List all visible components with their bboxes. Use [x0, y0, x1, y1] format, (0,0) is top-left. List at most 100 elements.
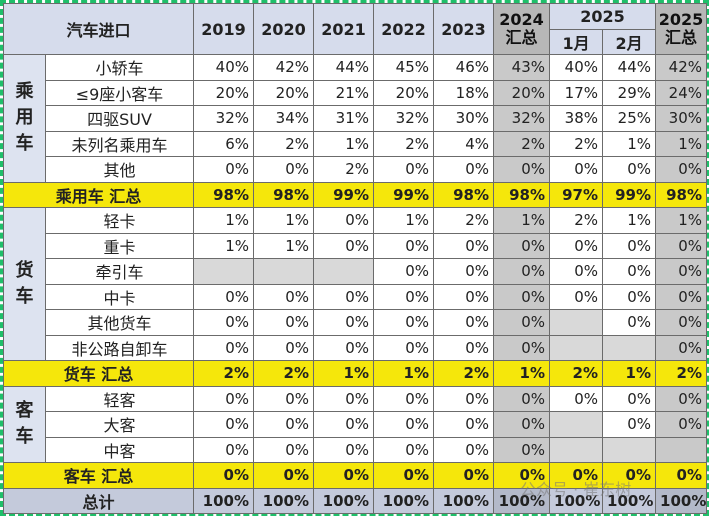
total-value-cell: 100% [433, 487, 495, 514]
total-label: 总计 [2, 487, 195, 514]
row-label: 中客 [44, 436, 195, 463]
table-row: 客车轻客 0% 0% 0% 0% 0% 0% 0% 0% 0% [3, 385, 708, 463]
total-value-cell: 2% [549, 360, 604, 387]
row-label: 轻客 [44, 385, 195, 412]
table-row: 牵引车 0% 0% 0% 0% 0% 0% [4, 258, 708, 285]
value-cell: 1% [313, 130, 375, 157]
total-label: 客车 汇总 [2, 462, 195, 489]
value-cell: 0% [493, 411, 551, 438]
value-cell: 0% [313, 309, 375, 336]
value-cell: 0% [253, 283, 315, 310]
value-cell: 0% [433, 385, 495, 412]
value-cell: 24% [655, 79, 708, 106]
value-cell: 2% [313, 156, 375, 183]
table-row: 重卡 1% 1% 0% 0% 0% 0% 0% 0% 0% [4, 232, 708, 259]
total-value-cell: 0% [549, 462, 604, 489]
total-value-cell: 0% [313, 462, 375, 489]
value-cell: 1% [655, 207, 708, 234]
value-cell: 0% [549, 156, 604, 183]
subtotal-row: 货车 汇总 2% 2% 1% 1% 2% 1% 2% 1% 2% [2, 360, 708, 387]
total-value-cell: 2% [253, 360, 315, 387]
value-cell: 0% [313, 436, 375, 463]
summary-label: 汇总 [665, 28, 698, 47]
value-cell: 0% [433, 258, 495, 285]
value-cell: 0% [655, 232, 708, 259]
value-cell: 0% [373, 309, 435, 336]
value-cell: 42% [253, 54, 315, 81]
value-cell: 0% [433, 411, 495, 438]
value-cell: 0% [655, 334, 708, 361]
total-label: 乘用车 汇总 [2, 181, 195, 208]
value-cell: 43% [493, 54, 551, 81]
table-row: 其他 0% 0% 2% 0% 0% 0% 0% 0% 0% [4, 156, 708, 183]
value-cell: 0% [313, 385, 375, 412]
table-row: 中卡 0% 0% 0% 0% 0% 0% 0% 0% 0% [4, 283, 708, 310]
value-cell: 0% [655, 309, 708, 336]
total-value-cell: 99% [602, 181, 657, 208]
total-value-cell: 100% [193, 487, 255, 514]
value-cell: 0% [193, 411, 255, 438]
value-cell: 0% [549, 283, 604, 310]
value-cell: 32% [373, 105, 435, 132]
category-char: 用 [15, 107, 34, 129]
value-cell: 42% [655, 54, 708, 81]
value-cell: 0% [373, 283, 435, 310]
category-label: 乘用车 [3, 54, 46, 183]
value-cell: 32% [493, 105, 551, 132]
value-cell: 20% [373, 79, 435, 106]
year-header: 2022 [373, 3, 435, 55]
total-value-cell: 2% [655, 360, 708, 387]
value-cell: 0% [193, 334, 255, 361]
value-cell [655, 436, 708, 463]
total-value-cell: 2% [193, 360, 255, 387]
total-value-cell: 0% [373, 462, 435, 489]
total-value-cell: 100% [373, 487, 435, 514]
total-value-cell: 1% [493, 360, 551, 387]
value-cell: 0% [253, 385, 315, 412]
value-cell: 0% [493, 309, 551, 336]
category-label: 客车 [3, 385, 46, 463]
value-cell: 0% [193, 283, 255, 310]
value-cell: 29% [602, 79, 657, 106]
row-label: 重卡 [44, 232, 195, 259]
import-share-table: 汽车进口 2019 2020 2021 2022 2023 2024 汇总 20… [2, 3, 708, 514]
value-cell: 6% [193, 130, 255, 157]
value-cell: 0% [549, 385, 604, 412]
value-cell: 0% [493, 283, 551, 310]
value-cell: 17% [549, 79, 604, 106]
total-value-cell: 0% [602, 462, 657, 489]
value-cell: 0% [433, 232, 495, 259]
value-cell: 0% [433, 334, 495, 361]
value-cell: 0% [373, 436, 435, 463]
value-cell: 0% [493, 258, 551, 285]
value-cell: 1% [253, 232, 315, 259]
value-cell: 2% [433, 207, 495, 234]
total-value-cell: 0% [193, 462, 255, 489]
summary-label: 汇总 [505, 28, 538, 47]
row-label: 牵引车 [44, 258, 195, 285]
value-cell: 25% [602, 105, 657, 132]
year-header: 2019 [193, 3, 255, 55]
value-cell: 0% [313, 283, 375, 310]
total-value-cell: 100% [313, 487, 375, 514]
value-cell: 2% [493, 130, 551, 157]
value-cell: 40% [193, 54, 255, 81]
value-cell: 0% [655, 283, 708, 310]
value-cell: 2% [253, 130, 315, 157]
total-value-cell: 100% [655, 487, 708, 514]
value-cell: 32% [193, 105, 255, 132]
value-cell: 2% [549, 207, 604, 234]
row-label: 其他货车 [44, 309, 195, 336]
year-header: 2021 [313, 3, 375, 55]
value-cell: 44% [602, 54, 657, 81]
value-cell: 0% [253, 436, 315, 463]
category-label: 货车 [3, 207, 46, 361]
value-cell [549, 411, 604, 438]
row-label: 未列名乘用车 [44, 130, 195, 157]
value-cell: 0% [493, 385, 551, 412]
month-header: 1月 [549, 29, 604, 55]
total-value-cell: 100% [493, 487, 551, 514]
total-value-cell: 99% [373, 181, 435, 208]
total-value-cell: 2% [433, 360, 495, 387]
